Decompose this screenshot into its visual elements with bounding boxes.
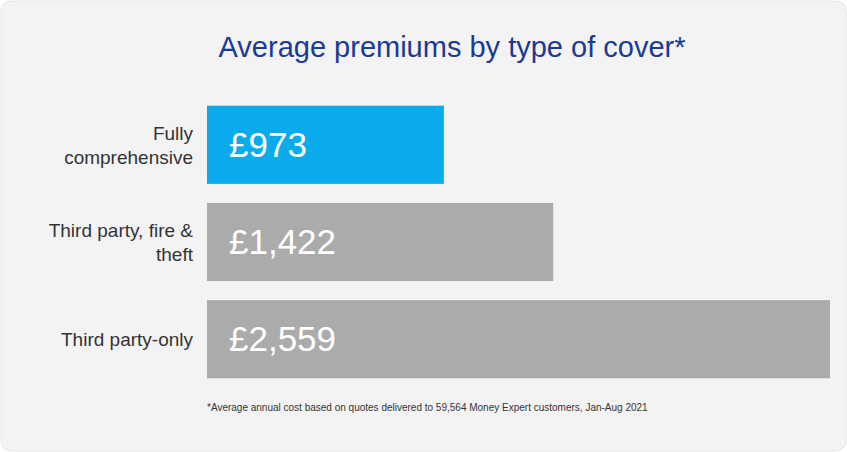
bars	[207, 106, 830, 379]
data-label: £973	[229, 125, 307, 164]
bar	[207, 106, 444, 184]
category-label-line: theft	[156, 244, 194, 265]
category-label-line: Fully	[153, 123, 194, 144]
title: Average premiums by type of cover*	[219, 31, 686, 63]
category-label-line: comprehensive	[64, 147, 193, 168]
data-label: £1,422	[229, 222, 336, 261]
chart: Average premiums by type of cover* Fully c…	[0, 0, 847, 452]
background	[1, 1, 846, 451]
category-label-line: Third party-only	[61, 329, 193, 350]
data-labels: £973 £1,422 £2,559	[229, 125, 336, 358]
category-label-line: Third party, fire &	[49, 220, 194, 241]
data-label: £2,559	[229, 319, 336, 358]
category-label: Fully comprehensive	[64, 123, 193, 168]
bar	[207, 203, 553, 281]
category-label: Third party-only	[61, 329, 193, 350]
footnote: *Average annual cost based on quotes del…	[207, 402, 648, 413]
category-label: Third party, fire & theft	[49, 220, 194, 265]
y-tick-labels: Fully comprehensive Third party, fire & the…	[49, 123, 194, 350]
bar	[207, 300, 830, 378]
